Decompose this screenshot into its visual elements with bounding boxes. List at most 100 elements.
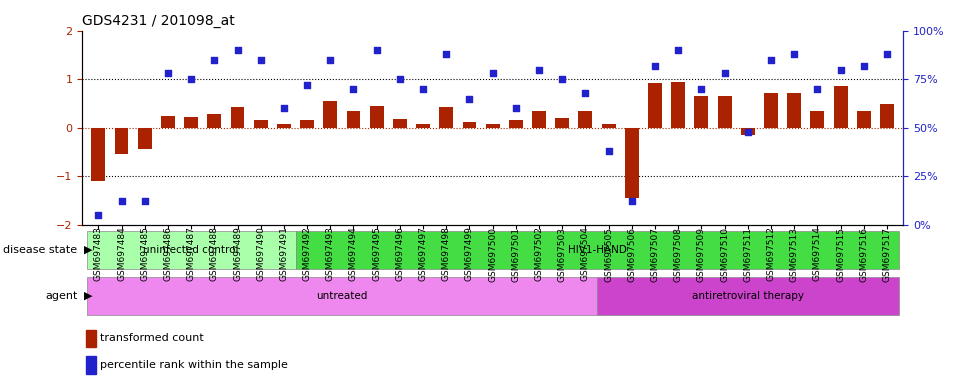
FancyBboxPatch shape bbox=[87, 230, 296, 269]
Point bbox=[554, 76, 570, 82]
Bar bbox=[86, 329, 96, 348]
Text: GSM697501: GSM697501 bbox=[511, 227, 521, 281]
Point bbox=[763, 57, 779, 63]
Text: GSM697484: GSM697484 bbox=[117, 227, 126, 281]
Bar bbox=[625, 128, 639, 198]
Text: GSM697490: GSM697490 bbox=[256, 227, 266, 281]
Bar bbox=[810, 111, 824, 128]
Point bbox=[346, 86, 361, 92]
Bar bbox=[277, 124, 291, 128]
Point bbox=[531, 66, 547, 73]
Text: GSM697488: GSM697488 bbox=[210, 227, 219, 281]
Text: GSM697502: GSM697502 bbox=[534, 227, 544, 281]
Text: GSM697510: GSM697510 bbox=[720, 227, 729, 281]
Bar bbox=[138, 128, 152, 149]
Text: GSM697493: GSM697493 bbox=[326, 227, 335, 281]
Point bbox=[670, 47, 686, 53]
Bar bbox=[764, 93, 778, 128]
Text: GSM697503: GSM697503 bbox=[557, 227, 567, 281]
Text: GSM697509: GSM697509 bbox=[696, 227, 706, 281]
Point bbox=[717, 70, 732, 76]
Text: GSM697497: GSM697497 bbox=[418, 227, 428, 281]
Point bbox=[137, 198, 153, 204]
Bar bbox=[579, 111, 592, 128]
Text: GSM697506: GSM697506 bbox=[627, 227, 637, 281]
Point bbox=[810, 86, 825, 92]
Bar bbox=[440, 107, 453, 128]
Text: GSM697514: GSM697514 bbox=[812, 227, 822, 281]
Bar bbox=[880, 104, 894, 128]
Text: GSM697494: GSM697494 bbox=[349, 227, 358, 281]
Point bbox=[299, 82, 315, 88]
Bar bbox=[695, 96, 708, 128]
Text: uninfected control: uninfected control bbox=[143, 245, 239, 255]
Point bbox=[578, 90, 593, 96]
Point bbox=[439, 51, 454, 57]
Text: GSM697507: GSM697507 bbox=[650, 227, 660, 281]
Text: transformed count: transformed count bbox=[100, 333, 204, 344]
Point bbox=[114, 198, 129, 204]
Text: GSM697512: GSM697512 bbox=[766, 227, 776, 281]
Text: GSM697487: GSM697487 bbox=[186, 227, 196, 281]
Text: GSM697515: GSM697515 bbox=[837, 227, 845, 281]
Bar bbox=[509, 121, 523, 128]
Point bbox=[601, 148, 616, 154]
Point bbox=[624, 198, 639, 204]
Text: GSM697489: GSM697489 bbox=[233, 227, 242, 281]
Text: antiretroviral therapy: antiretroviral therapy bbox=[692, 291, 804, 301]
Point bbox=[91, 212, 106, 218]
Text: untreated: untreated bbox=[316, 291, 368, 301]
Bar bbox=[857, 111, 870, 128]
Point bbox=[160, 70, 176, 76]
Bar bbox=[324, 101, 337, 128]
Point bbox=[833, 66, 848, 73]
Point bbox=[485, 70, 500, 76]
Point bbox=[462, 96, 477, 102]
Bar bbox=[92, 128, 105, 181]
Point bbox=[879, 51, 895, 57]
Text: GSM697508: GSM697508 bbox=[673, 227, 683, 281]
Text: GSM697499: GSM697499 bbox=[465, 227, 474, 281]
Bar bbox=[370, 106, 384, 128]
Point bbox=[392, 76, 408, 82]
Text: GSM697517: GSM697517 bbox=[883, 227, 892, 281]
Text: GSM697500: GSM697500 bbox=[488, 227, 497, 281]
Bar bbox=[208, 114, 221, 128]
Text: disease state: disease state bbox=[3, 245, 77, 255]
Bar bbox=[300, 121, 314, 128]
Point bbox=[253, 57, 269, 63]
Point bbox=[508, 105, 524, 111]
Point bbox=[276, 105, 292, 111]
Text: GSM697491: GSM697491 bbox=[279, 227, 289, 281]
Text: percentile rank within the sample: percentile rank within the sample bbox=[100, 360, 288, 370]
Text: HIV1-HAND: HIV1-HAND bbox=[568, 245, 627, 255]
Text: GSM697505: GSM697505 bbox=[604, 227, 613, 281]
Point bbox=[184, 76, 199, 82]
Text: GSM697496: GSM697496 bbox=[395, 227, 405, 281]
Bar bbox=[648, 83, 662, 128]
Point bbox=[856, 63, 871, 69]
Point bbox=[694, 86, 709, 92]
Point bbox=[415, 86, 431, 92]
Bar bbox=[741, 128, 754, 135]
Bar bbox=[254, 121, 268, 128]
Bar bbox=[86, 356, 96, 374]
Point bbox=[369, 47, 384, 53]
Bar bbox=[718, 96, 731, 128]
Point bbox=[323, 57, 338, 63]
Bar bbox=[161, 116, 175, 128]
Bar bbox=[185, 117, 198, 128]
Bar bbox=[532, 111, 546, 128]
FancyBboxPatch shape bbox=[87, 276, 597, 315]
Text: GSM697513: GSM697513 bbox=[789, 227, 799, 281]
FancyBboxPatch shape bbox=[597, 276, 898, 315]
Text: GSM697504: GSM697504 bbox=[581, 227, 590, 281]
Text: GSM697485: GSM697485 bbox=[140, 227, 149, 281]
Text: GDS4231 / 201098_at: GDS4231 / 201098_at bbox=[82, 14, 235, 28]
Bar bbox=[671, 82, 685, 128]
Bar bbox=[347, 111, 360, 128]
Bar bbox=[555, 118, 569, 128]
Text: GSM697511: GSM697511 bbox=[743, 227, 753, 281]
FancyBboxPatch shape bbox=[296, 230, 898, 269]
Bar bbox=[416, 124, 430, 128]
